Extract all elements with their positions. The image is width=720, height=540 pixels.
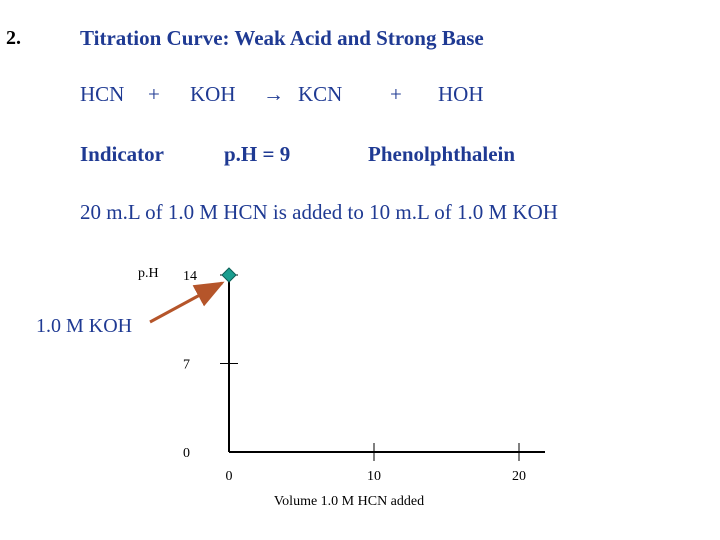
data-point-marker	[221, 267, 237, 283]
slide-number: 2.	[6, 27, 21, 49]
y-axis-label: p.H	[138, 266, 159, 281]
problem-description: 20 m.L of 1.0 M HCN is added to 10 m.L o…	[80, 200, 558, 224]
reaction-arrow: →	[263, 82, 284, 106]
slide-title: Titration Curve: Weak Acid and Strong Ba…	[80, 26, 484, 50]
plus-sign: +	[148, 82, 160, 106]
y-tick-label: 14	[183, 269, 197, 284]
y-tick-label: 7	[183, 358, 190, 373]
product-hoh: HOH	[438, 82, 484, 106]
x-axis-label: Volume 1.0 M HCN added	[274, 494, 424, 509]
reactant-koh: KOH	[190, 82, 236, 106]
y-tick-label: 0	[183, 446, 190, 461]
reactant-hcn: HCN	[80, 82, 125, 106]
indicator-name: Phenolphthalein	[368, 142, 516, 166]
plus-sign-2: +	[390, 82, 402, 106]
x-tick-label: 10	[367, 469, 381, 484]
annotation-arrow	[149, 281, 225, 324]
x-tick-label: 20	[512, 469, 526, 484]
indicator-label: Indicator	[80, 142, 164, 166]
indicator-ph: p.H = 9	[224, 142, 291, 166]
product-kcn: KCN	[298, 82, 343, 106]
x-tick-label: 0	[226, 469, 233, 484]
koh-annotation: 1.0 M KOH	[36, 315, 133, 337]
